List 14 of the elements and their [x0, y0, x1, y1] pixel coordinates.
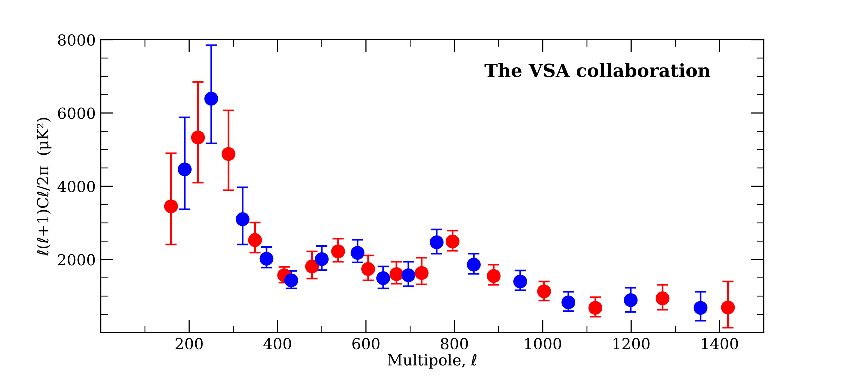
x-tick-label: 1200	[614, 338, 650, 350]
x-tick-label: 1000	[525, 338, 562, 350]
x-tick-label: 1400	[702, 338, 738, 350]
x-tick-label: 600	[352, 338, 380, 350]
y-tick-label: 8000	[58, 34, 96, 46]
x-tick-label: 200	[176, 338, 203, 350]
x-tick-label: 400	[264, 338, 292, 350]
y-axis-title: ℓ(ℓ+1)Cℓ/2π (μK²)	[36, 118, 52, 256]
annotation: The VSA collaboration	[484, 63, 711, 78]
y-tick-label: 6000	[58, 108, 96, 120]
x-axis-title: Multipole, ℓ	[388, 354, 477, 369]
x-tick-label: 800	[441, 338, 468, 350]
y-tick-label: 2000	[58, 254, 96, 266]
y-tick-label: 4000	[58, 180, 96, 193]
